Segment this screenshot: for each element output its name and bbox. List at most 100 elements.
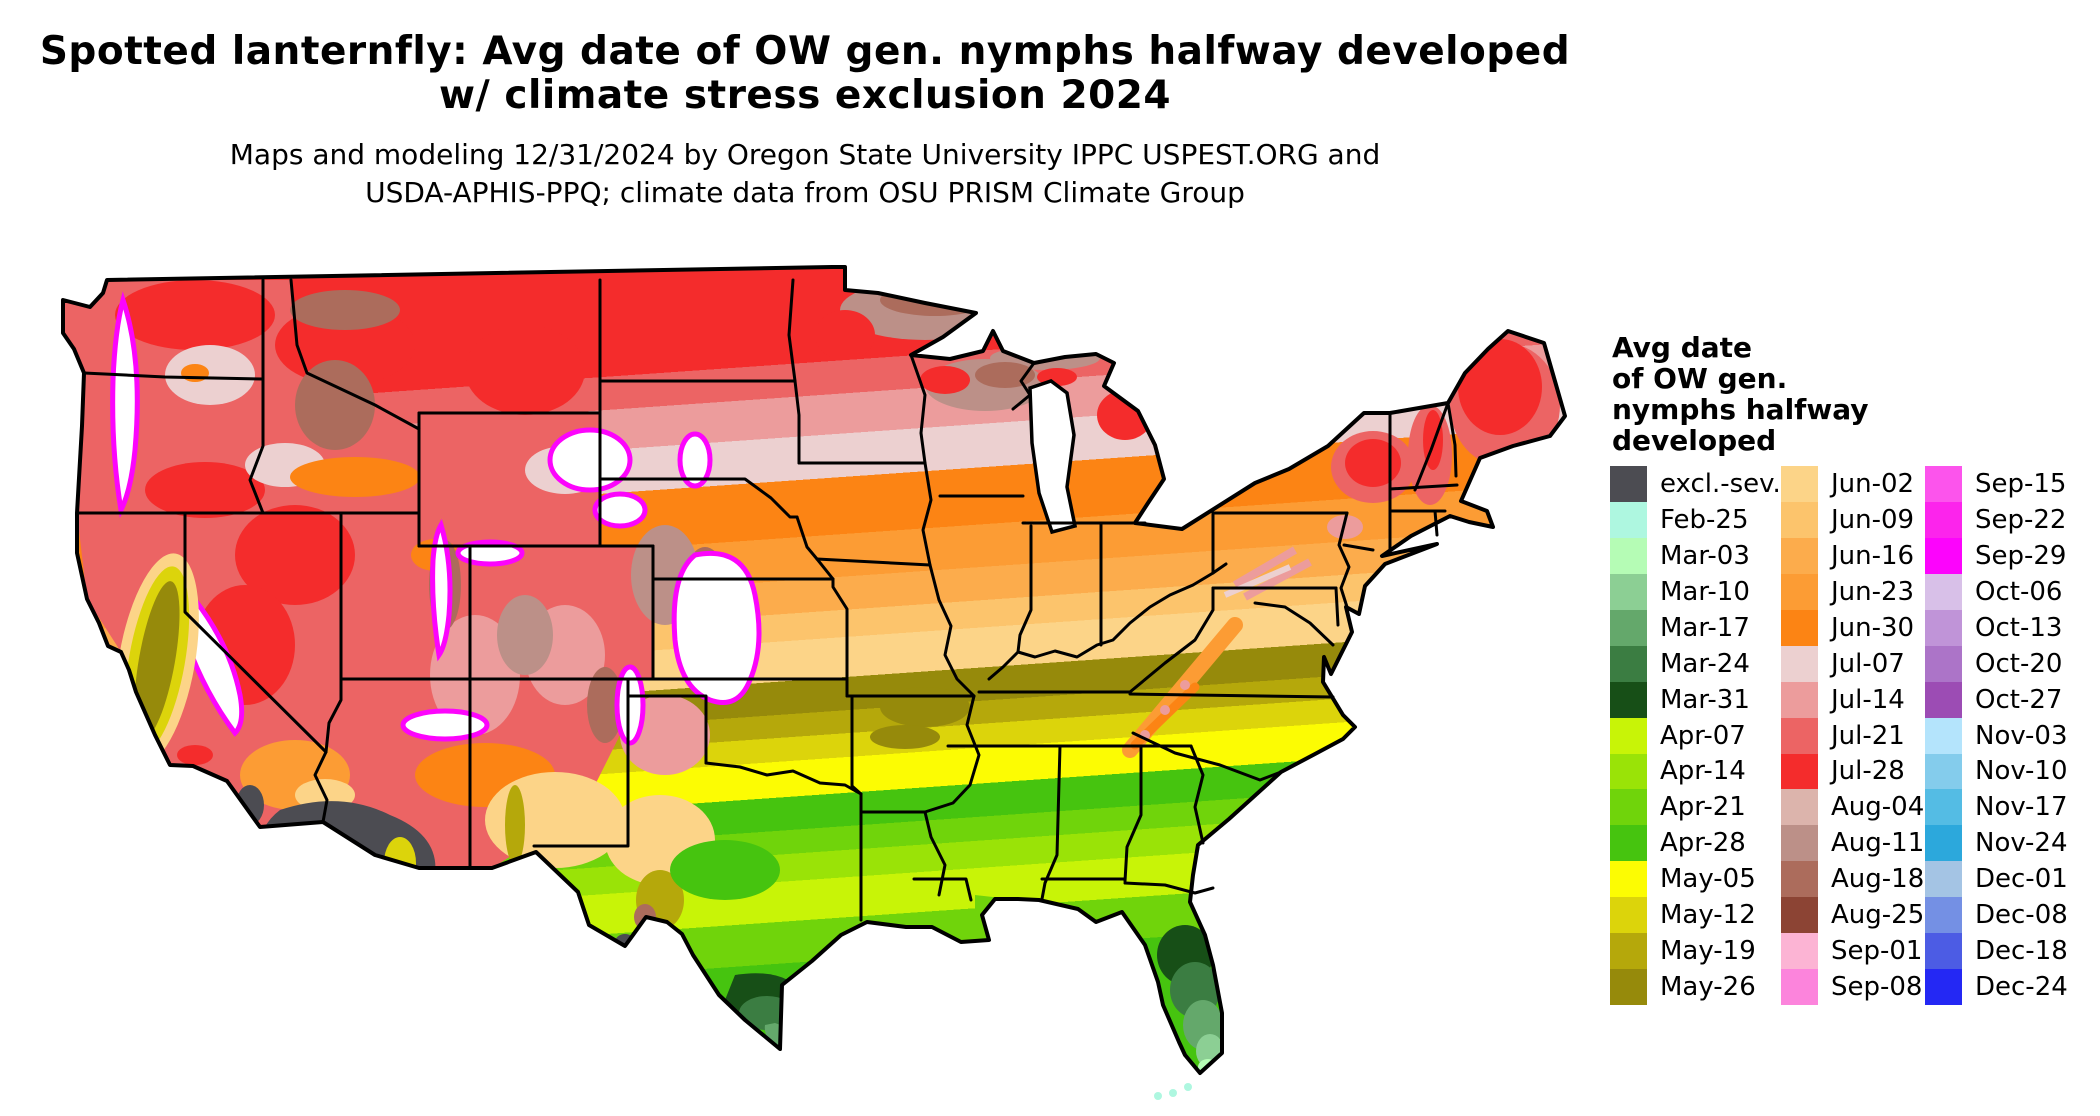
legend-label: Oct-20 <box>1975 648 2063 679</box>
us-map-svg <box>61 265 1567 1100</box>
legend-row: May-05 <box>1610 861 1781 898</box>
legend-swatch <box>1925 933 1962 970</box>
legend-label: Nov-03 <box>1975 720 2068 751</box>
legend-swatch <box>1781 501 1818 538</box>
legend-label: Dec-01 <box>1975 864 2068 895</box>
legend-swatch <box>1781 681 1818 718</box>
legend-label: Jun-30 <box>1831 612 1915 643</box>
legend-label: excl.-sev. <box>1660 468 1781 499</box>
legend-swatch <box>1610 501 1647 538</box>
legend-label: Nov-17 <box>1975 792 2068 823</box>
ozark-olive <box>880 687 970 727</box>
legend-swatch <box>1781 933 1818 970</box>
legend-swatch <box>1781 645 1818 682</box>
legend-swatch <box>1781 537 1818 574</box>
legend-label: Apr-14 <box>1660 756 1746 787</box>
legend-row: Mar-24 <box>1610 645 1781 682</box>
legend-swatch <box>1610 609 1647 646</box>
socal-red <box>177 745 213 765</box>
legend-row: Sep-08 <box>1781 969 1924 1006</box>
florida-keys <box>1154 1083 1192 1100</box>
subtitle: Maps and modeling 12/31/2024 by Oregon S… <box>0 136 1610 212</box>
legend-title-line3: nymphs halfway <box>1612 393 1869 426</box>
legend-swatch <box>1610 861 1647 898</box>
legend-swatch <box>1925 466 1962 502</box>
us-choropleth-map <box>45 255 1585 1105</box>
excluded-high-elevation-patches <box>110 291 762 746</box>
legend-row: May-19 <box>1610 933 1781 970</box>
legend-swatch <box>1925 609 1962 646</box>
legend-label: Mar-17 <box>1660 612 1750 643</box>
state-borders <box>75 278 1459 922</box>
legend-row: Apr-07 <box>1610 717 1781 754</box>
legend-swatch <box>1610 537 1647 574</box>
legend-label: Oct-27 <box>1975 684 2063 715</box>
legend-row: May-26 <box>1610 969 1781 1006</box>
legend-label: Aug-25 <box>1831 900 1925 931</box>
legend-row: Dec-01 <box>1925 861 2068 898</box>
legend-row: Sep-29 <box>1925 537 2068 574</box>
legend-swatch <box>1781 825 1818 862</box>
legend-row: Jul-21 <box>1781 717 1924 754</box>
legend-swatch <box>1781 753 1818 790</box>
legend-label: Feb-25 <box>1660 504 1749 535</box>
legend-row: Mar-31 <box>1610 681 1781 718</box>
legend-label: Jun-09 <box>1831 504 1915 535</box>
legend-swatch <box>1925 789 1962 826</box>
legend-row: Aug-25 <box>1781 897 1925 934</box>
legend-row: May-12 <box>1610 897 1781 934</box>
legend-label: Nov-24 <box>1975 828 2068 859</box>
legend-label: May-12 <box>1660 900 1756 931</box>
legend-label: Jun-16 <box>1831 540 1915 571</box>
legend-label: Dec-08 <box>1975 900 2068 931</box>
legend-row: Apr-28 <box>1610 825 1781 862</box>
legend-row: Dec-18 <box>1925 933 2068 970</box>
header: Spotted lanternfly: Avg date of OW gen. … <box>0 30 1610 212</box>
us-outline <box>61 265 1567 1075</box>
legend-swatch <box>1610 825 1647 862</box>
legend-row: Jun-02 <box>1781 466 1924 502</box>
legend-row: Dec-24 <box>1925 969 2068 1006</box>
legend-swatch <box>1610 681 1647 718</box>
legend-row: Jul-28 <box>1781 753 1924 790</box>
legend-label: Sep-15 <box>1975 468 2067 499</box>
legend-column-3: Sep-15 Sep-22 Sep-29 Oct-06 Oct-13 Oct-20 Oct-… <box>1925 466 2068 1006</box>
legend-label: Nov-10 <box>1975 756 2068 787</box>
legend-label: May-19 <box>1660 936 1756 967</box>
legend-row: Oct-20 <box>1925 645 2068 682</box>
legend-row: Nov-03 <box>1925 717 2068 754</box>
legend-row: Apr-21 <box>1610 789 1781 826</box>
legend-label: Jul-21 <box>1831 720 1905 751</box>
legend-swatch <box>1781 789 1818 826</box>
legend-label: May-05 <box>1660 864 1756 895</box>
legend-label: Sep-08 <box>1831 972 1923 1003</box>
legend-label: Dec-18 <box>1975 936 2068 967</box>
appalachian-overlay <box>1122 617 1243 758</box>
legend-swatch <box>1610 645 1647 682</box>
legend-column-2: Jun-02 Jun-09 Jun-16 Jun-23 Jun-30 Jul-07 Jul-… <box>1781 466 1925 1006</box>
legend-swatch <box>1610 466 1647 502</box>
legend-label: Jul-07 <box>1831 648 1905 679</box>
legend-label: Mar-10 <box>1660 576 1750 607</box>
page-title-line1: Spotted lanternfly: Avg date of OW gen. … <box>39 29 1571 74</box>
legend-label: Sep-29 <box>1975 540 2067 571</box>
legend-row: Jun-23 <box>1781 573 1924 610</box>
legend-label: Sep-22 <box>1975 504 2067 535</box>
legend-label: Jun-02 <box>1831 468 1915 499</box>
legend-label: Aug-04 <box>1831 792 1925 823</box>
lake-michigan <box>1028 379 1078 535</box>
legend-row: Jul-07 <box>1781 645 1924 682</box>
legend-swatch <box>1610 897 1647 934</box>
legend-row: Nov-17 <box>1925 789 2068 826</box>
legend-row: Oct-06 <box>1925 573 2068 610</box>
legend-label: May-26 <box>1660 972 1756 1003</box>
legend-label: Sep-01 <box>1831 936 1923 967</box>
legend-swatch <box>1781 609 1818 646</box>
legend-label: Apr-21 <box>1660 792 1746 823</box>
page-title-line2: w/ climate stress exclusion 2024 <box>439 73 1171 118</box>
legend-swatch <box>1925 861 1962 898</box>
legend-swatch <box>1925 753 1962 790</box>
legend-label: Mar-31 <box>1660 684 1750 715</box>
legend-swatch <box>1610 969 1647 1006</box>
nm-olive-ridge <box>505 785 525 865</box>
